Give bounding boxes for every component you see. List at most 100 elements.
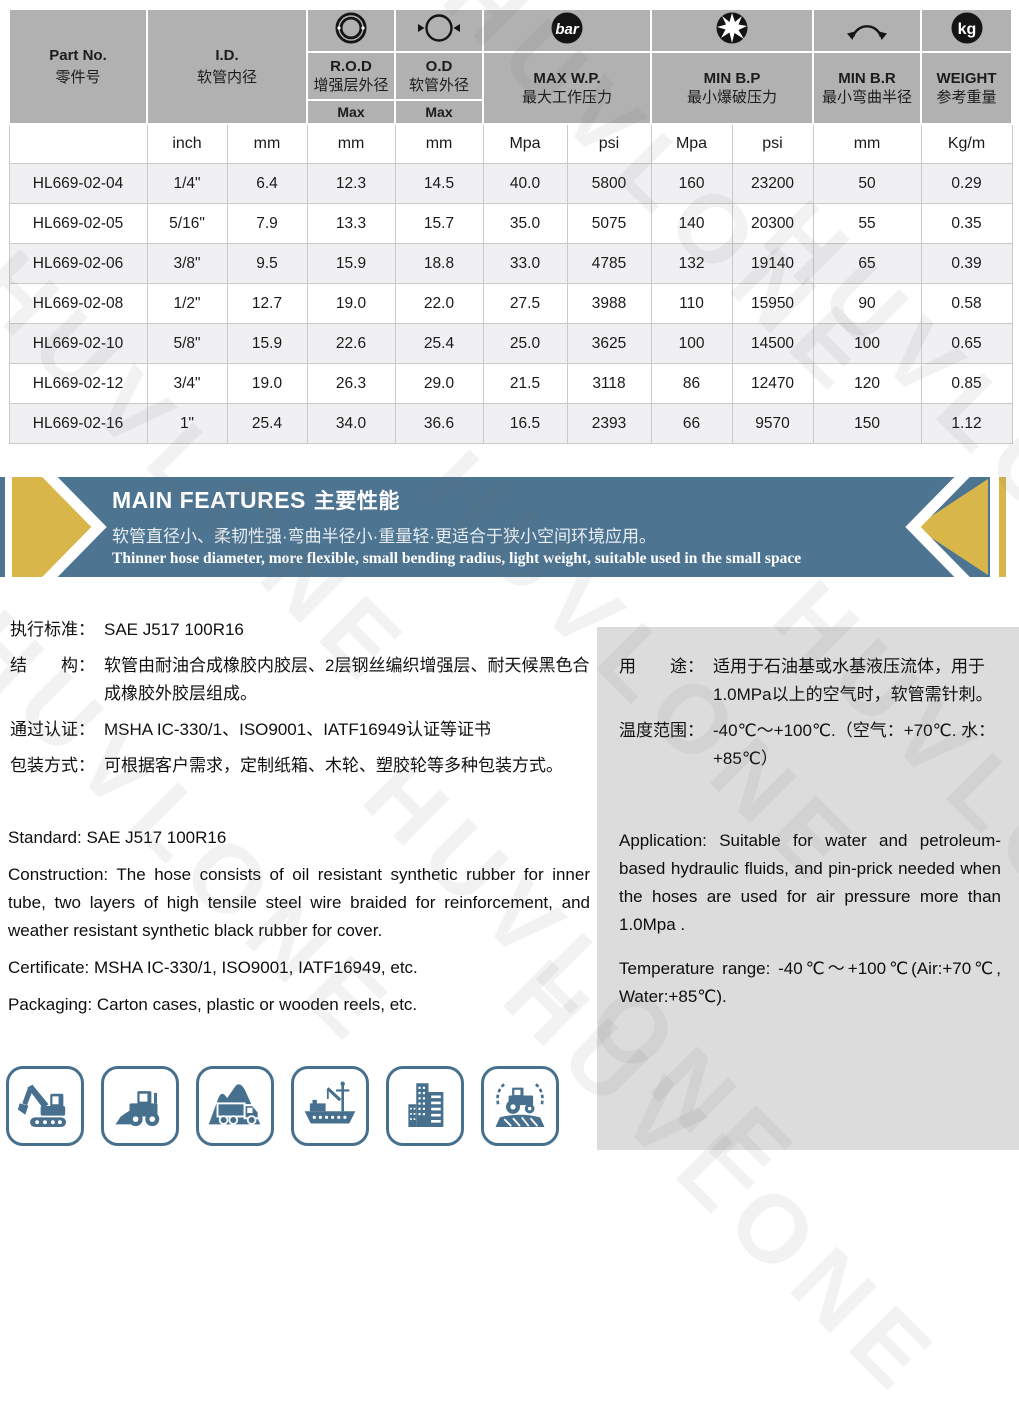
cell-rod-mm: 15.9: [306, 243, 396, 284]
unit-cell: psi: [731, 123, 814, 164]
unit-cell: mm: [226, 123, 308, 164]
cell-id-mm: 7.9: [226, 203, 308, 244]
svg-text:kg: kg: [957, 21, 976, 38]
bar-pressure-icon: bar: [482, 8, 653, 53]
spec-label: 温度范围：: [619, 721, 704, 740]
spec-standard-zh: 执行标准： SAE J517 100R16: [10, 616, 590, 644]
cell-wp-psi: 3625: [566, 323, 652, 364]
banner-right-strip: [999, 477, 1006, 577]
cell-wp-mpa: 16.5: [482, 403, 568, 444]
excavator-icon: [6, 1066, 84, 1146]
header-part-no-en: Part No.: [49, 46, 107, 64]
spec-text: 适用于石油基或水基液压流体，用于1.0MPa以上的空气时，软管需针刺。: [713, 657, 993, 704]
cell-rod-mm: 34.0: [306, 403, 396, 444]
main-features-banner: MAIN FEATURES 主要性能 软管直径小、柔韧性强·弯曲半径小·重量轻·更…: [0, 477, 1019, 577]
banner-chevron-left: [12, 477, 105, 577]
header-min-bp: MIN B.P 最小爆破压力: [650, 51, 815, 125]
spec-label: 执行标准：: [10, 620, 95, 639]
cell-part-no: HL669-02-05: [8, 203, 148, 244]
header-min-br: MIN B.R 最小弯曲半径: [812, 51, 923, 125]
cell-rod-mm: 26.3: [306, 363, 396, 404]
cell-br-mm: 90: [812, 283, 922, 324]
cell-part-no: HL669-02-10: [8, 323, 148, 364]
spec-text: 可根据客户需求，定制纸箱、木轮、塑胶轮等多种包装方式。: [104, 756, 563, 775]
cell-bp-mpa: 140: [650, 203, 733, 244]
cell-wp-mpa: 21.5: [482, 363, 568, 404]
cell-br-mm: 100: [812, 323, 922, 364]
cell-bp-mpa: 110: [650, 283, 733, 324]
building-icon: [386, 1066, 464, 1146]
cell-weight: 0.85: [920, 363, 1013, 404]
cell-bp-mpa: 86: [650, 363, 733, 404]
cell-id-inch: 3/4": [146, 363, 228, 404]
cell-wp-mpa: 33.0: [482, 243, 568, 284]
cell-wp-psi: 3118: [566, 363, 652, 404]
banner-title: MAIN FEATURES 主要性能: [112, 485, 801, 515]
cell-id-inch: 1/4": [146, 163, 228, 204]
header-od-max: Max: [394, 99, 485, 125]
header-od: O.D 软管外径: [394, 51, 485, 101]
table-row: HL669-02-05 5/16" 7.9 13.3 15.7 35.0 507…: [8, 203, 1013, 244]
header-weight: WEIGHT 参考重量: [920, 51, 1014, 125]
cell-weight: 0.35: [920, 203, 1013, 244]
banner-title-zh: 主要性能: [313, 490, 400, 513]
cell-id-inch: 5/8": [146, 323, 228, 364]
unit-cell: mm: [394, 123, 484, 164]
unit-cell: psi: [566, 123, 652, 164]
cell-part-no: HL669-02-04: [8, 163, 148, 204]
cell-id-mm: 12.7: [226, 283, 308, 324]
spec-certificate-en: Certificate: MSHA IC-330/1, ISO9001, IAT…: [8, 958, 418, 977]
cell-wp-psi: 5075: [566, 203, 652, 244]
spec-packaging-en: Packaging: Carton cases, plastic or wood…: [8, 995, 418, 1014]
cell-bp-psi: 14500: [731, 323, 814, 364]
cell-wp-mpa: 25.0: [482, 323, 568, 364]
svg-text:bar: bar: [555, 21, 580, 38]
cell-rod-mm: 19.0: [306, 283, 396, 324]
cell-wp-psi: 2393: [566, 403, 652, 444]
application-icons: [6, 1066, 559, 1146]
cell-id-inch: 3/8": [146, 243, 228, 284]
spec-application-zh: 用 途： 适用于石油基或水基液压流体，用于1.0MPa以上的空气时，软管需针刺。: [619, 653, 1001, 709]
cell-br-mm: 50: [812, 163, 922, 204]
banner-left-strip: [0, 477, 5, 577]
specs-en-left: Standard: SAE J517 100R16 Construction: …: [8, 824, 590, 1028]
cell-br-mm: 65: [812, 243, 922, 284]
table-row: HL669-02-12 3/4" 19.0 26.3 29.0 21.5 311…: [8, 363, 1013, 404]
cell-part-no: HL669-02-12: [8, 363, 148, 404]
unit-cell: Mpa: [482, 123, 568, 164]
banner-desc-en: Thinner hose diameter, more flexible, sm…: [112, 550, 802, 567]
spec-label: 用 途：: [619, 657, 704, 676]
outer-diameter-icon: [394, 8, 485, 53]
cell-od-mm: 18.8: [394, 243, 484, 284]
cell-bp-psi: 20300: [731, 203, 814, 244]
header-part-no: Part No. 零件号: [8, 8, 148, 125]
spec-certificate-zh: 通过认证： MSHA IC-330/1、ISO9001、IATF16949认证等…: [10, 716, 590, 744]
unit-cell: mm: [812, 123, 922, 164]
header-rod-max: Max: [306, 99, 397, 125]
cell-rod-mm: 22.6: [306, 323, 396, 364]
header-id-zh: 软管内径: [197, 68, 258, 86]
cell-od-mm: 29.0: [394, 363, 484, 404]
spec-label: 通过认证：: [10, 720, 95, 739]
banner-chevron-right: [915, 479, 988, 575]
braided-ring-icon: [306, 8, 397, 53]
cell-od-mm: 36.6: [394, 403, 484, 444]
cell-bp-psi: 12470: [731, 363, 814, 404]
cell-part-no: HL669-02-08: [8, 283, 148, 324]
specs-zh-left: 执行标准： SAE J517 100R16 结 构： 软管由耐油合成橡胶内胶层、…: [10, 616, 590, 788]
spec-packaging-zh: 包装方式： 可根据客户需求，定制纸箱、木轮、塑胶轮等多种包装方式。: [10, 752, 590, 780]
cell-weight: 0.58: [920, 283, 1013, 324]
cell-od-mm: 22.0: [394, 283, 484, 324]
spec-label: 包装方式：: [10, 756, 95, 775]
header-rod: R.O.D 增强层外径: [306, 51, 397, 101]
cell-wp-mpa: 40.0: [482, 163, 568, 204]
header-id-en: I.D.: [215, 46, 239, 64]
cell-rod-mm: 12.3: [306, 163, 396, 204]
cell-id-inch: 5/16": [146, 203, 228, 244]
dump-truck-icon: [196, 1066, 274, 1146]
spec-construction-en: Construction: The hose consists of oil r…: [8, 865, 590, 940]
cell-br-mm: 150: [812, 403, 922, 444]
cell-wp-psi: 5800: [566, 163, 652, 204]
cell-part-no: HL669-02-06: [8, 243, 148, 284]
